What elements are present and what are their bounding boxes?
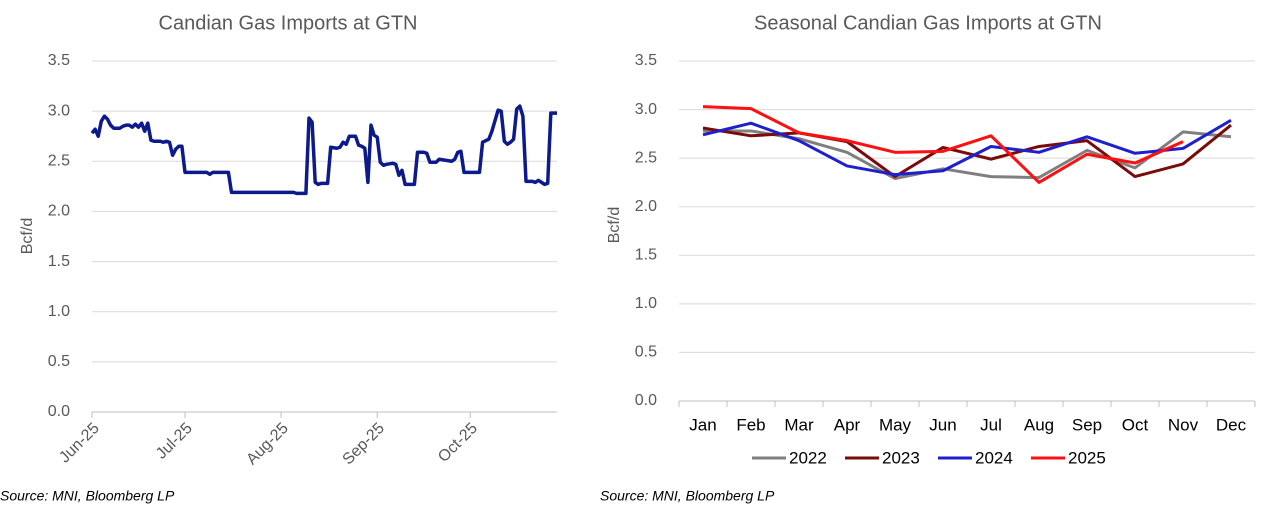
y-tick-label: 3.0 — [48, 102, 70, 119]
x-tick-label: Aug-25 — [243, 420, 292, 469]
x-tick-label: Oct — [1122, 415, 1149, 434]
x-tick-label: Nov — [1168, 415, 1199, 434]
y-tick-label: 1.0 — [635, 295, 657, 312]
y-tick-label: 3.5 — [635, 52, 657, 69]
x-tick-label: Mar — [784, 415, 814, 434]
y-axis-label: Bcf/d — [19, 218, 36, 254]
x-tick-label: Apr — [834, 415, 861, 434]
y-tick-label: 0.0 — [48, 403, 70, 420]
x-tick-label: Oct-25 — [435, 420, 481, 466]
y-tick-label: 0.5 — [48, 353, 70, 370]
y-tick-label: 0.5 — [635, 344, 657, 361]
chart-title: Candian Gas Imports at GTN — [159, 12, 418, 34]
y-axis-label: Bcf/d — [606, 207, 623, 243]
y-tick-label: 3.0 — [635, 101, 657, 118]
line — [702, 118, 1232, 177]
line — [702, 123, 1232, 179]
x-tick-label: Aug — [1024, 415, 1054, 434]
y-tick-label: 1.5 — [635, 247, 657, 264]
chart-title: Seasonal Candian Gas Imports at GTN — [754, 12, 1102, 34]
y-tick-label: 2.0 — [635, 198, 657, 215]
y-tick-label: 0.0 — [635, 392, 657, 409]
x-tick-label: Jul — [980, 415, 1002, 434]
x-tick-label: Jun — [929, 415, 956, 434]
source: Source: MNI, Bloomberg LP — [600, 488, 775, 504]
x-tick-label: May — [879, 415, 912, 434]
y-tick-label: 3.5 — [48, 52, 70, 69]
x-tick-label: Feb — [736, 415, 765, 434]
x-tick-label: Sep — [1072, 415, 1102, 434]
y-tick-label: 1.0 — [48, 303, 70, 320]
y-tick-label: 2.5 — [48, 153, 70, 170]
source: Source: MNI, Bloomberg LP — [0, 488, 175, 504]
y-tick-label: 2.5 — [635, 149, 657, 166]
x-tick-label: Dec — [1216, 415, 1247, 434]
legend-label: 2024 — [975, 448, 1013, 467]
line — [702, 105, 1184, 184]
legend-label: 2025 — [1068, 448, 1106, 467]
x-tick-label: Jun-25 — [56, 420, 103, 467]
legend-label: 2023 — [882, 448, 920, 467]
x-tick-label: Jan — [689, 415, 716, 434]
line — [90, 104, 557, 196]
y-tick-label: 2.0 — [48, 203, 70, 220]
x-tick-label: Sep-25 — [340, 420, 389, 469]
y-tick-label: 1.5 — [48, 253, 70, 270]
x-tick-label: Jul-25 — [153, 420, 196, 463]
legend-label: 2022 — [789, 448, 827, 467]
